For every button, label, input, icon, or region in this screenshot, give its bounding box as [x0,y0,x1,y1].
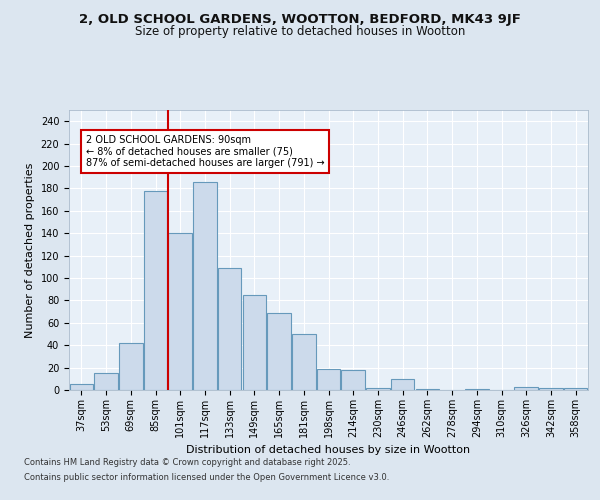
Bar [144,190,167,390]
Bar [317,368,340,390]
Text: Contains HM Land Registry data © Crown copyright and database right 2025.: Contains HM Land Registry data © Crown c… [24,458,350,467]
Bar [416,389,439,390]
Text: 2 OLD SCHOOL GARDENS: 90sqm
← 8% of detached houses are smaller (75)
87% of semi: 2 OLD SCHOOL GARDENS: 90sqm ← 8% of deta… [86,134,325,168]
Text: Contains public sector information licensed under the Open Government Licence v3: Contains public sector information licen… [24,473,389,482]
Text: 2, OLD SCHOOL GARDENS, WOOTTON, BEDFORD, MK43 9JF: 2, OLD SCHOOL GARDENS, WOOTTON, BEDFORD,… [79,12,521,26]
Bar [119,343,143,390]
Bar [341,370,365,390]
Bar [268,312,291,390]
Bar [465,389,488,390]
Bar [70,384,93,390]
Bar [564,388,587,390]
Bar [218,268,241,390]
Bar [391,379,415,390]
Bar [366,388,389,390]
Bar [242,295,266,390]
Bar [292,334,316,390]
Bar [514,386,538,390]
X-axis label: Distribution of detached houses by size in Wootton: Distribution of detached houses by size … [187,446,470,456]
Bar [169,233,192,390]
Bar [94,373,118,390]
Y-axis label: Number of detached properties: Number of detached properties [25,162,35,338]
Bar [539,388,563,390]
Text: Size of property relative to detached houses in Wootton: Size of property relative to detached ho… [135,24,465,38]
Bar [193,182,217,390]
